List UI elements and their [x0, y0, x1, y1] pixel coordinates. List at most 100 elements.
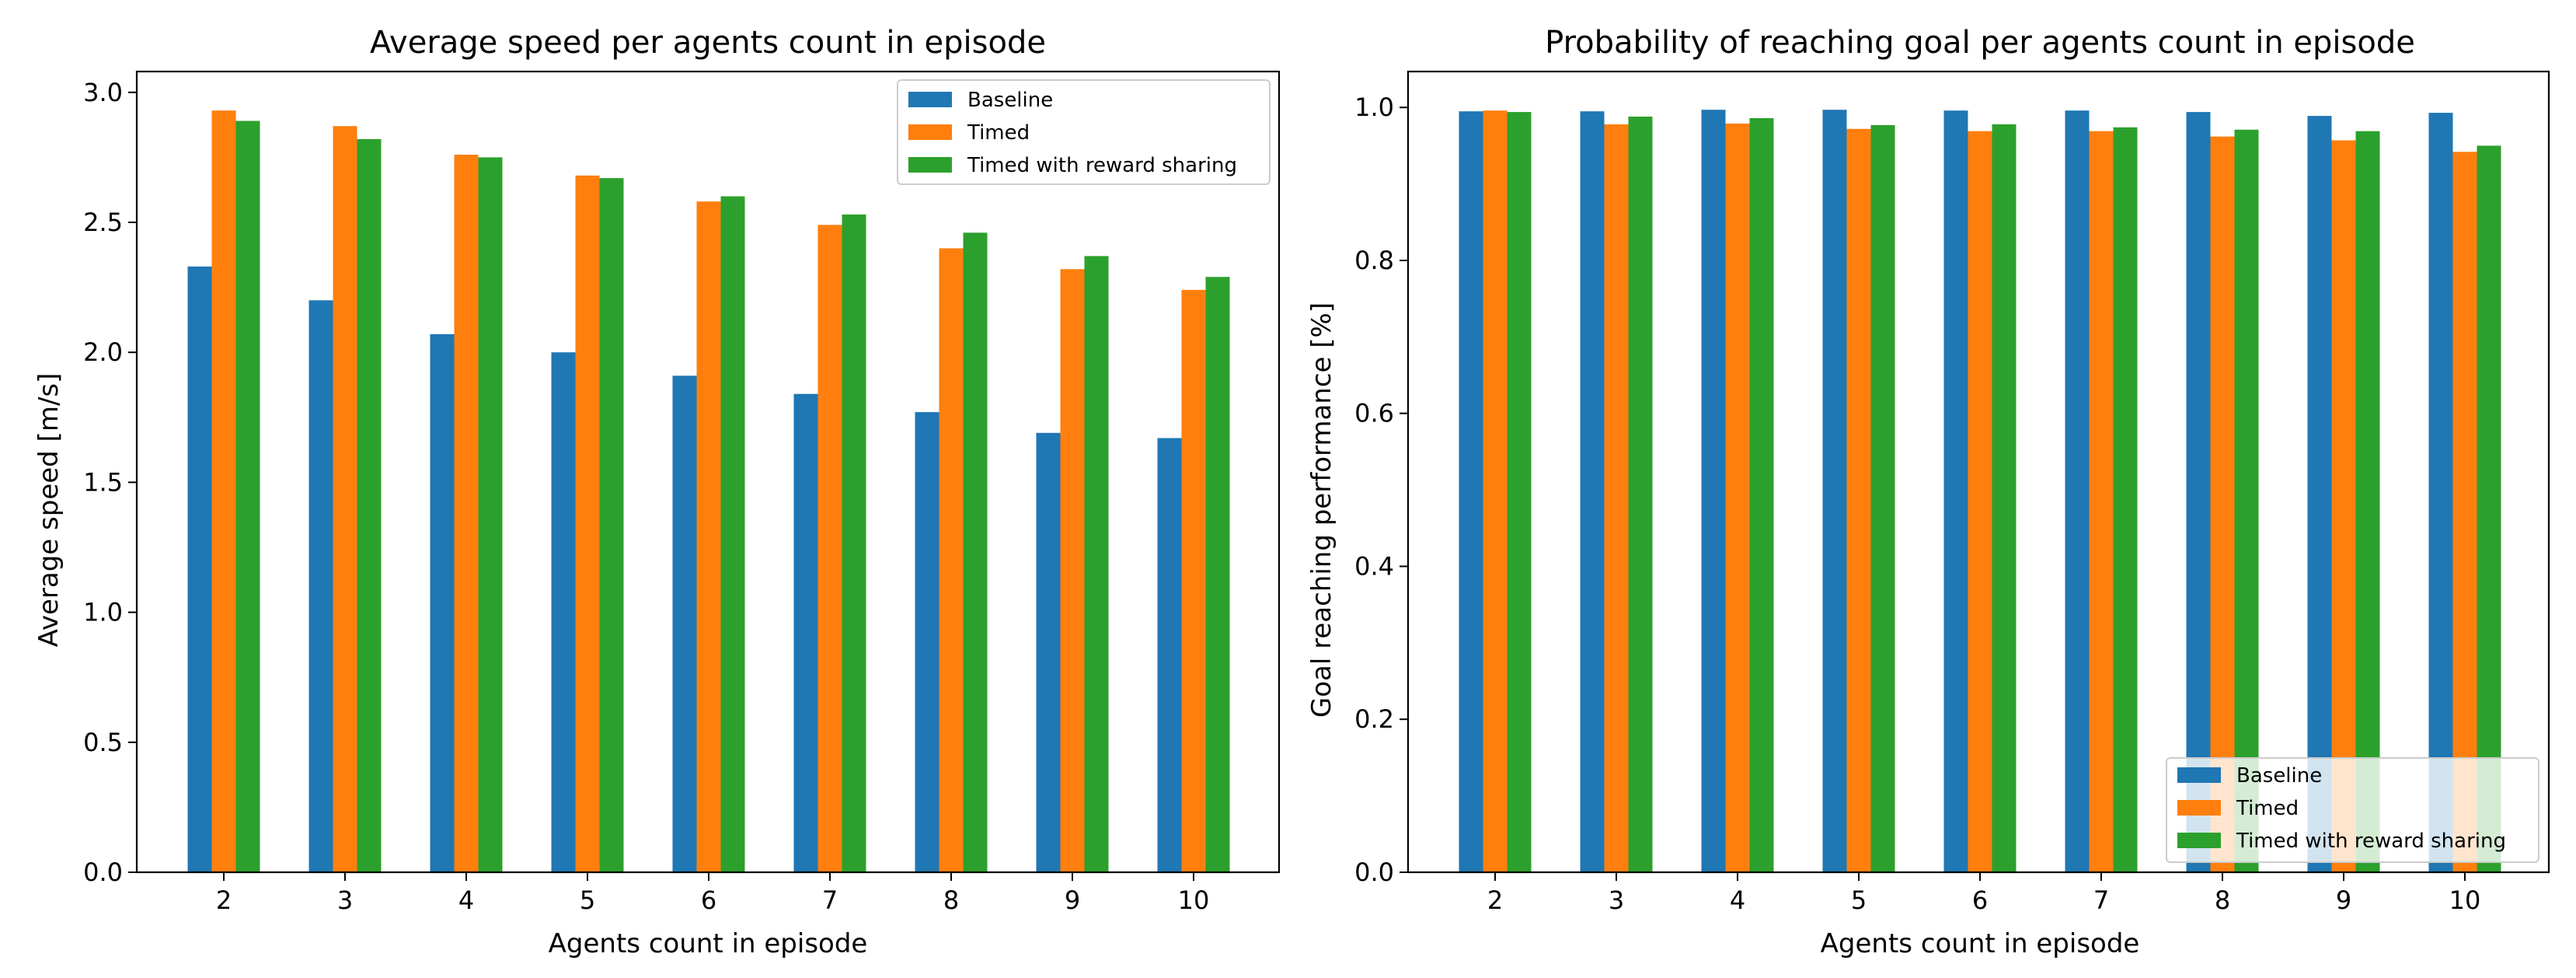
- speed-bar-timed-5: [575, 175, 600, 873]
- goal-bar-baseline-6: [1943, 110, 1968, 872]
- speed-bar-timed-with-reward-sharing-9: [1084, 256, 1109, 872]
- goal-bar-timed-8: [2210, 136, 2235, 873]
- speed-bar-timed-with-reward-sharing-5: [599, 178, 624, 873]
- speed-x-tick-label: 7: [822, 885, 838, 915]
- speed-bar-baseline-2: [187, 266, 212, 872]
- goal-chart: Probability of reaching goal per agents …: [1306, 25, 2550, 959]
- goal-bar-timed-9: [2331, 140, 2356, 872]
- speed-chart-x-ticks: 2 3 4 5 6 7 8 9 10: [216, 872, 1210, 915]
- speed-bar-baseline-8: [915, 412, 939, 872]
- speed-legend-swatch-timed-reward: [908, 157, 952, 173]
- speed-bar-timed-with-reward-sharing-4: [478, 157, 503, 872]
- speed-bar-timed-10: [1181, 289, 1206, 872]
- goal-y-tick-label: 0.8: [1354, 246, 1394, 275]
- speed-chart-title: Average speed per agents count in episod…: [370, 25, 1046, 61]
- goal-x-tick-label: 5: [1851, 885, 1867, 915]
- speed-chart: Average speed per agents count in episod…: [33, 25, 1281, 959]
- speed-bar-timed-9: [1060, 269, 1085, 872]
- goal-legend-swatch-timed-reward: [2177, 833, 2221, 848]
- goal-chart-bars: [1459, 110, 2501, 873]
- goal-bar-timed-with-reward-sharing-6: [1992, 124, 2017, 872]
- speed-bar-timed-with-reward-sharing-10: [1205, 277, 1230, 872]
- speed-y-tick-label: 1.0: [83, 598, 123, 627]
- goal-bar-timed-7: [2089, 131, 2114, 872]
- speed-chart-bars: [187, 110, 1230, 873]
- goal-x-tick-label: 4: [1730, 885, 1745, 915]
- goal-bar-timed-with-reward-sharing-4: [1749, 118, 1774, 872]
- speed-chart-legend: Baseline Timed Timed with reward sharing: [897, 79, 1271, 185]
- goal-bar-timed-with-reward-sharing-8: [2234, 129, 2259, 873]
- speed-chart-plot-frame: [135, 70, 1281, 874]
- goal-chart-legend: Baseline Timed Timed with reward sharing: [2166, 757, 2539, 863]
- goal-chart-y-ticks: 0.0 0.2 0.4 0.6 0.8 1.0: [1354, 93, 1408, 887]
- goal-bar-timed-2: [1483, 110, 1508, 872]
- speed-bar-baseline-9: [1036, 432, 1061, 872]
- speed-bar-timed-8: [939, 248, 964, 872]
- goal-legend-swatch-timed: [2177, 800, 2221, 816]
- goal-bar-timed-10: [2452, 152, 2477, 873]
- goal-bar-timed-with-reward-sharing-2: [1507, 112, 1532, 873]
- speed-chart-y-ticks: 0.0 0.5 1.0 1.5 2.0 2.5 3.0: [83, 78, 137, 887]
- speed-bar-timed-with-reward-sharing-8: [963, 232, 988, 872]
- speed-x-tick-label: 9: [1065, 885, 1080, 915]
- speed-bar-baseline-7: [793, 393, 818, 872]
- goal-y-tick-label: 0.6: [1354, 399, 1394, 428]
- goal-y-tick-label: 0.0: [1354, 857, 1394, 887]
- goal-bar-baseline-9: [2307, 116, 2332, 873]
- goal-bar-timed-4: [1725, 123, 1750, 872]
- goal-y-tick-label: 1.0: [1354, 93, 1394, 122]
- goal-bar-baseline-4: [1701, 110, 1726, 872]
- goal-chart-y-axis-label: Goal reaching performance [%]: [1306, 302, 1337, 718]
- goal-y-tick-label: 0.2: [1354, 704, 1394, 734]
- speed-bar-timed-7: [817, 225, 842, 872]
- speed-y-tick-label: 0.0: [83, 857, 123, 887]
- goal-legend-box: [2166, 757, 2539, 863]
- goal-x-tick-label: 9: [2336, 885, 2351, 915]
- speed-bar-timed-4: [454, 155, 479, 872]
- speed-x-tick-label: 8: [943, 885, 959, 915]
- goal-legend-label-timed: Timed: [2236, 797, 2299, 820]
- goal-bar-baseline-8: [2186, 112, 2211, 873]
- goal-bar-baseline-7: [2065, 110, 2090, 872]
- speed-x-tick-label: 5: [580, 885, 595, 915]
- speed-bar-timed-with-reward-sharing-2: [235, 121, 260, 872]
- speed-y-tick-label: 3.0: [83, 78, 123, 107]
- speed-bar-timed-2: [211, 110, 236, 872]
- speed-y-tick-label: 2.0: [83, 337, 123, 367]
- speed-bar-timed-6: [696, 201, 721, 872]
- speed-y-tick-label: 0.5: [83, 728, 123, 757]
- goal-bar-baseline-10: [2428, 113, 2453, 873]
- speed-bar-baseline-10: [1157, 438, 1182, 872]
- goal-chart-x-ticks: 2 3 4 5 6 7 8 9 10: [1487, 872, 2480, 915]
- speed-legend-box: [897, 79, 1271, 185]
- goal-x-tick-label: 7: [2093, 885, 2109, 915]
- speed-bar-timed-with-reward-sharing-3: [357, 138, 382, 872]
- goal-bar-timed-6: [1968, 131, 1992, 872]
- speed-legend-label-timed: Timed: [967, 121, 1030, 145]
- goal-chart-plot-frame: [1407, 70, 2550, 874]
- speed-x-tick-label: 10: [1178, 885, 1210, 915]
- goal-bar-baseline-2: [1459, 111, 1483, 872]
- speed-x-tick-label: 2: [216, 885, 232, 915]
- speed-bar-timed-with-reward-sharing-6: [720, 196, 745, 872]
- goal-chart-title: Probability of reaching goal per agents …: [1545, 25, 2415, 61]
- speed-legend-label-timed-reward: Timed with reward sharing: [967, 154, 1237, 177]
- speed-bar-baseline-4: [430, 334, 455, 872]
- goal-bar-timed-3: [1604, 124, 1629, 872]
- goal-bar-timed-with-reward-sharing-7: [2113, 127, 2138, 873]
- goal-legend-label-baseline: Baseline: [2236, 764, 2322, 788]
- goal-bar-baseline-5: [1822, 110, 1847, 872]
- goal-legend-label-timed-reward: Timed with reward sharing: [2236, 830, 2506, 853]
- speed-bar-baseline-6: [672, 375, 697, 872]
- speed-y-tick-label: 2.5: [83, 208, 123, 237]
- goal-x-tick-label: 6: [1972, 885, 1988, 915]
- goal-y-tick-label: 0.4: [1354, 552, 1394, 582]
- goal-chart-x-axis-label: Agents count in episode: [1821, 928, 2140, 959]
- speed-bar-baseline-3: [308, 300, 333, 872]
- goal-x-tick-label: 8: [2215, 885, 2230, 915]
- speed-chart-y-axis-label: Average speed [m/s]: [33, 373, 64, 648]
- goal-bar-timed-with-reward-sharing-10: [2477, 145, 2501, 872]
- goal-x-tick-label: 2: [1487, 885, 1503, 915]
